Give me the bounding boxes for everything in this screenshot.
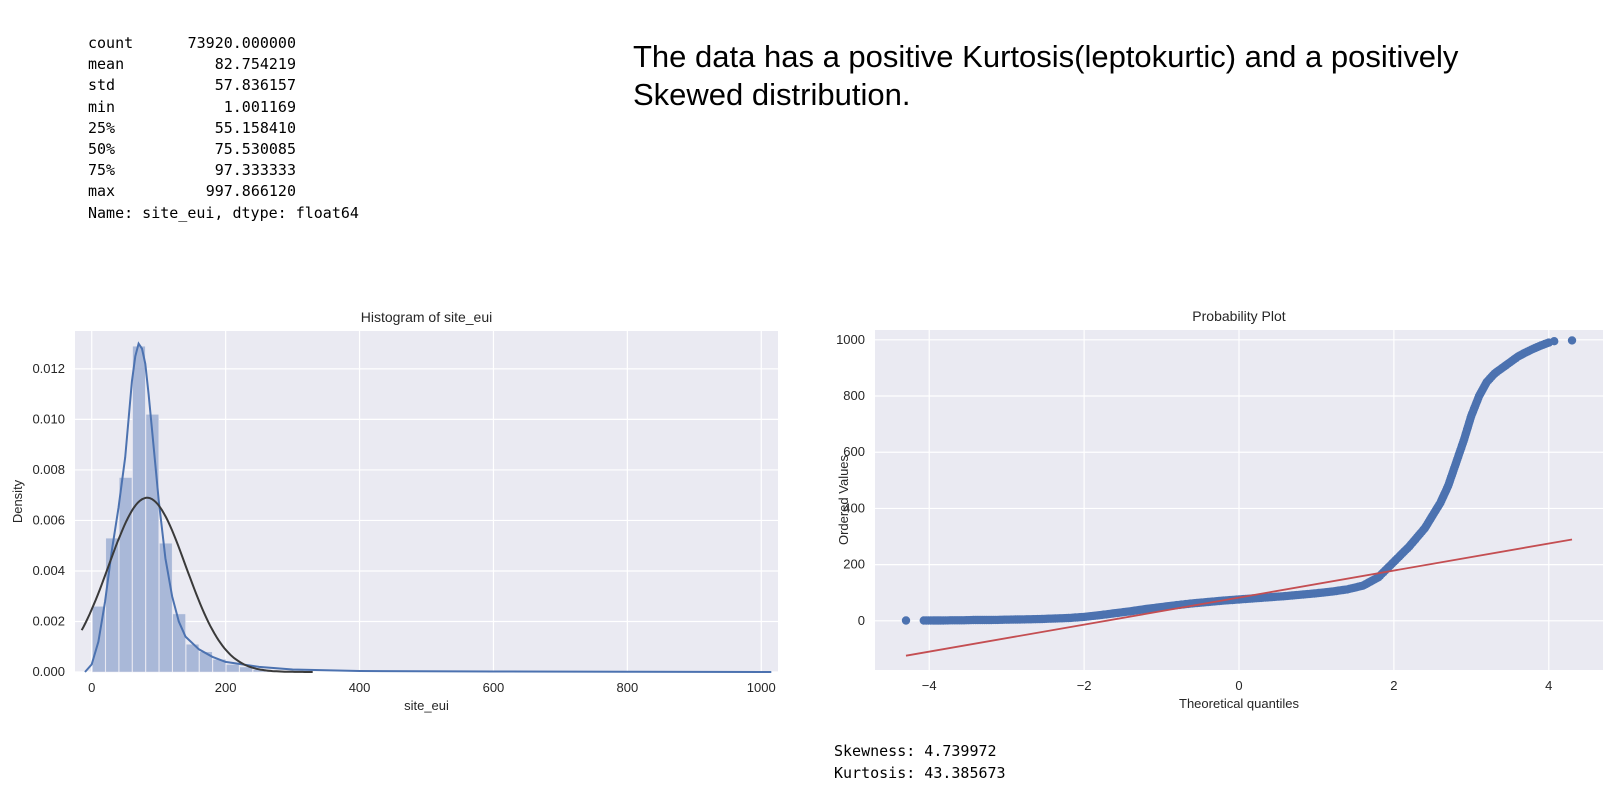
hist-kde-line [84, 341, 772, 673]
prob-point [901, 616, 911, 625]
describe-value: 55.158410 [214, 118, 296, 137]
hist-bar [239, 666, 253, 673]
describe-value: 75.530085 [214, 140, 296, 159]
hist-xlabel: site_eui [404, 698, 449, 713]
describe-key: 25% [88, 118, 116, 137]
prob-ylabel: Ordered Values [836, 454, 851, 545]
describe-key: count [88, 34, 134, 52]
prob-ytick-label: 800 [843, 388, 865, 403]
hist-bar [226, 664, 240, 673]
hist-xtick-label: 200 [215, 680, 237, 695]
describe-row-50pct: 50% 75.530085 [88, 139, 359, 160]
prob-xtick-label: 0 [1235, 678, 1242, 693]
hist-normal-fit-line [80, 496, 313, 673]
describe-row-75pct: 75% 97.333333 [88, 160, 359, 181]
hist-ylabel: Density [10, 479, 25, 523]
prob-ytick-label: 400 [843, 500, 865, 515]
prob-ytick-label: 600 [843, 444, 865, 459]
hist-ytick-label: 0.010 [32, 411, 65, 426]
describe-key: max [88, 182, 116, 201]
prob-xtick-label: −2 [1077, 678, 1092, 693]
prob-title: Probability Plot [1192, 308, 1285, 324]
prob-xtick-label: −4 [922, 678, 937, 693]
hist-xtick-label: 0 [88, 680, 95, 695]
hist-xtick-label: 1000 [747, 680, 776, 695]
describe-value: 57.836157 [214, 76, 296, 95]
describe-row-25pct: 25% 55.158410 [88, 118, 359, 139]
prob-xlabel: Theoretical quantiles [1179, 696, 1299, 711]
describe-value: 82.754219 [214, 55, 296, 74]
hist-xtick-label: 400 [349, 680, 371, 695]
hist-bar [118, 477, 133, 673]
describe-row-count: count 73920.000000 [88, 33, 359, 54]
describe-output: count 73920.000000 mean 82.754219 std 57.8361… [88, 33, 359, 224]
hist-title: Histogram of site_eui [361, 309, 493, 325]
prob-xtick-label: 2 [1390, 678, 1397, 693]
describe-key: min [88, 97, 116, 116]
describe-key: mean [88, 55, 125, 74]
stats-output: Skewness: 4.739972 Kurtosis: 43.385673 [834, 740, 1006, 784]
prob-ytick-label: 1000 [836, 332, 865, 347]
hist-ytick-label: 0.008 [32, 462, 65, 477]
hist-ytick-label: 0.002 [32, 613, 65, 628]
describe-value: 997.866120 [205, 182, 296, 201]
hist-bar [199, 651, 213, 673]
hist-ytick-label: 0.012 [32, 361, 65, 376]
describe-key: std [88, 76, 116, 95]
describe-row-max: max 997.866120 [88, 181, 359, 202]
describe-key: 75% [88, 161, 116, 180]
describe-value: 1.001169 [223, 97, 296, 116]
hist-bar [145, 414, 160, 673]
describe-key: 50% [88, 140, 116, 159]
hist-ytick-label: 0.006 [32, 512, 65, 527]
describe-row-mean: mean 82.754219 [88, 54, 359, 75]
prob-point [1550, 337, 1559, 346]
hist-plot-area [75, 331, 778, 672]
hist-ytick-label: 0.004 [32, 563, 65, 578]
describe-row-std: std 57.836157 [88, 75, 359, 96]
hist-bar [132, 345, 146, 673]
hist-xtick-label: 600 [483, 680, 505, 695]
describe-row-min: min 1.001169 [88, 97, 359, 118]
prob-point [1567, 336, 1577, 345]
prob-ytick-label: 200 [843, 557, 865, 572]
describe-footer: Name: site_eui, dtype: float64 [88, 203, 359, 222]
hist-xtick-label: 800 [617, 680, 639, 695]
describe-value: 73920.000000 [187, 34, 296, 52]
skewness-text: Skewness: 4.739972 [834, 742, 997, 760]
prob-xtick-label: 4 [1545, 678, 1552, 693]
describe-value: 97.333333 [214, 161, 296, 180]
prob-fit-line [905, 538, 1573, 657]
prob-ytick-label: 0 [858, 613, 865, 628]
hist-ytick-label: 0.000 [32, 664, 65, 679]
analysis-note: The data has a positive Kurtosis(leptoku… [633, 39, 1459, 112]
kurtosis-text: Kurtosis: 43.385673 [834, 764, 1006, 782]
